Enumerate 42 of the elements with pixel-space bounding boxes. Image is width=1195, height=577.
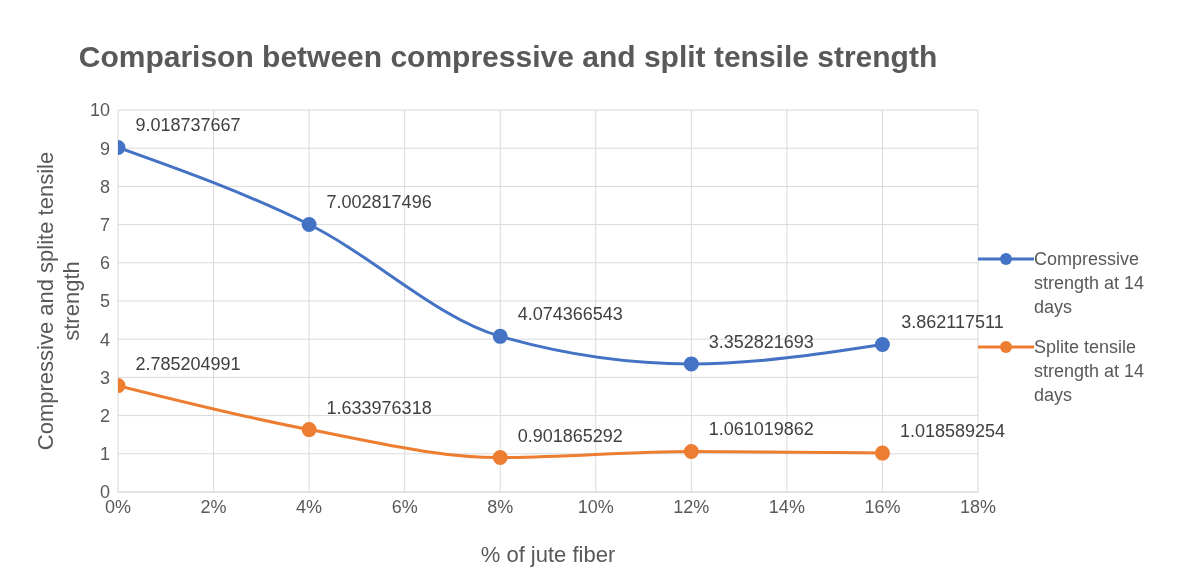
y-tick-label: 7 (99, 214, 110, 235)
data-label: 9.018737667 (135, 115, 241, 136)
x-tick-label: 6% (391, 496, 418, 517)
x-tick-label: 8% (487, 496, 514, 517)
point (301, 216, 317, 232)
y-tick-label: 8 (99, 176, 110, 197)
data-label: 0.901865292 (517, 425, 623, 446)
x-tick-label: 12% (673, 496, 710, 517)
x-tick-label: 16% (864, 496, 901, 517)
x-axis-title: % of jute fiber (480, 542, 616, 567)
y-tick-label: 9 (99, 138, 110, 159)
x-tick-label: 2% (200, 496, 227, 517)
point (683, 356, 699, 372)
y-tick-label: 3 (99, 367, 110, 388)
point (874, 336, 890, 352)
data-label: 7.002817496 (326, 192, 432, 213)
x-tick-label: 14% (768, 496, 805, 517)
x-tick-label: 18% (959, 496, 997, 517)
data-label: 1.061019862 (708, 419, 814, 440)
legend-label: Splite tensile strength at 14 days (1034, 336, 1146, 407)
y-tick-label: 2 (99, 405, 110, 426)
data-label: 4.074366543 (517, 304, 623, 325)
y-tick-label: 1 (99, 444, 110, 465)
x-tick-label: 10% (577, 496, 614, 517)
point (492, 328, 508, 344)
point (683, 443, 699, 459)
data-label: 2.785204991 (135, 353, 241, 374)
y-tick-label: 5 (99, 291, 110, 312)
chart-title: Comparison between compressive and split tensile strength (77, 39, 939, 75)
point (492, 450, 508, 466)
data-label: 1.018589254 (899, 421, 1005, 442)
point (874, 445, 890, 461)
data-label: 3.352821693 (708, 331, 814, 352)
data-label: 1.633976318 (326, 397, 432, 418)
point (301, 422, 317, 438)
y-tick-label: 6 (99, 253, 110, 274)
y-tick-label: 10 (89, 100, 110, 121)
legend-label: Compressive strength at 14 days (1034, 248, 1146, 319)
y-tick-label: 4 (99, 329, 110, 350)
x-tick-label: 4% (296, 496, 323, 517)
data-label: 3.862117511 (901, 312, 1004, 333)
y-axis-title: Compressive and splite tensile strength (33, 151, 84, 451)
